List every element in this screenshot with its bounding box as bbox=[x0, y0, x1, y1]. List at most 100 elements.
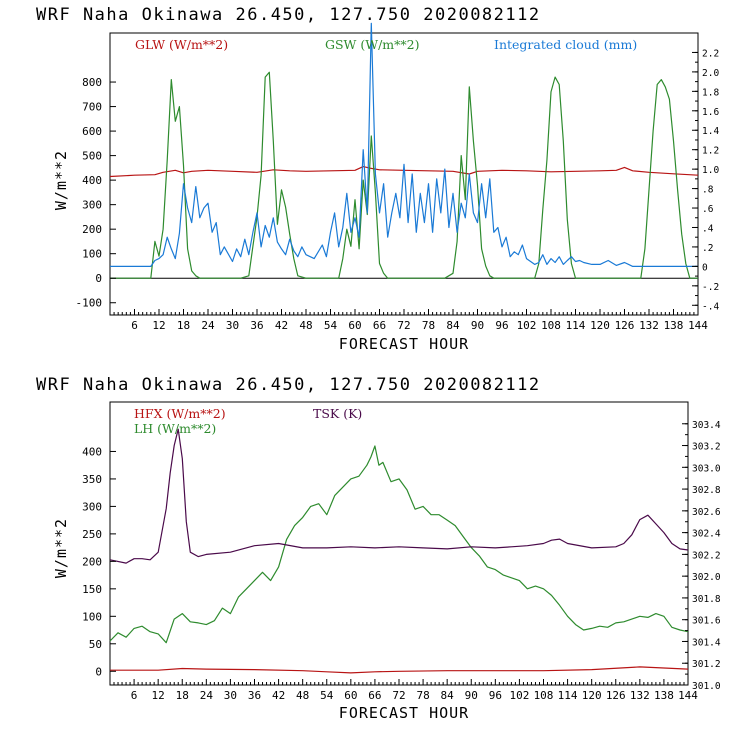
y-tick-label: 50 bbox=[89, 638, 102, 651]
y-axis-label-top: W/m**2 bbox=[52, 150, 70, 210]
panel-top: WRF Naha Okinawa 26.450, 127.750 2020082… bbox=[36, 5, 719, 353]
x-tick-label: 96 bbox=[495, 319, 508, 332]
x-tick-label: 144 bbox=[678, 689, 698, 702]
y2-tick-label: 302.4 bbox=[692, 529, 721, 540]
y-tick-label: -100 bbox=[76, 297, 103, 310]
y-axis-left-bottom: 0 50 100 150 200 250 300 350 400 bbox=[82, 445, 116, 678]
x-tick-label: 144 bbox=[688, 319, 708, 332]
y2-tick-label: .6 bbox=[702, 204, 714, 215]
series-line-integrated bbox=[110, 22, 698, 267]
y2-tick-label: 301.6 bbox=[692, 616, 721, 627]
x-tick-label: 60 bbox=[348, 319, 361, 332]
x-tick-label: 60 bbox=[344, 689, 357, 702]
x-tick-label: 114 bbox=[566, 319, 586, 332]
x-tick-label: 102 bbox=[509, 689, 529, 702]
legend-cloud: Integrated cloud (mm) bbox=[494, 37, 637, 52]
y-tick-label: 600 bbox=[82, 125, 102, 138]
x-tick-label: 138 bbox=[654, 689, 674, 702]
x-tick-label: 132 bbox=[639, 319, 659, 332]
y2-tick-label: 1.4 bbox=[702, 126, 719, 137]
y-tick-label: 700 bbox=[82, 101, 102, 114]
x-tick-label: 12 bbox=[152, 319, 165, 332]
x-tick-label: 18 bbox=[176, 689, 189, 702]
chart-title-top: WRF Naha Okinawa 26.450, 127.750 2020082… bbox=[36, 5, 541, 25]
y2-tick-label: 0 bbox=[702, 262, 708, 273]
x-tick-label: 42 bbox=[275, 319, 288, 332]
legend-tsk: TSK (K) bbox=[313, 406, 362, 421]
x-tick-label: 72 bbox=[397, 319, 410, 332]
x-tick-label: 90 bbox=[471, 319, 484, 332]
y-tick-label: 200 bbox=[82, 555, 102, 568]
y-tick-label: 300 bbox=[82, 199, 102, 212]
y-tick-label: 400 bbox=[82, 445, 102, 458]
x-tick-label: 24 bbox=[201, 319, 215, 332]
y2-tick-label: .8 bbox=[702, 185, 714, 196]
x-tick-label: 72 bbox=[392, 689, 405, 702]
x-axis-bottom: 6 12 18 24 30 36 42 48 54 60 66 72 78 84 90 96 102 108 114… bbox=[109, 679, 698, 702]
series-line-hfx bbox=[110, 666, 689, 674]
y-axis-right-bottom: 301.0 301.2 301.4 301.6 301.8 302.0 302.2 302.4… bbox=[682, 420, 721, 692]
y-tick-label: 200 bbox=[82, 223, 102, 236]
x-axis-label-top: FORECAST HOUR bbox=[339, 335, 469, 353]
x-tick-label: 108 bbox=[541, 319, 561, 332]
y2-tick-label: -.2 bbox=[702, 282, 719, 293]
y2-tick-label: 303.2 bbox=[692, 442, 721, 453]
y2-tick-label: 303.4 bbox=[692, 420, 721, 431]
x-tick-label: 78 bbox=[416, 689, 429, 702]
y-tick-label: 150 bbox=[82, 583, 102, 596]
y2-tick-label: 302.6 bbox=[692, 507, 721, 518]
y-tick-label: 100 bbox=[82, 248, 102, 261]
series-line-gsw bbox=[110, 71, 698, 279]
y2-tick-label: 301.2 bbox=[692, 659, 721, 670]
y2-tick-label: 301.0 bbox=[692, 681, 721, 692]
y2-tick-label: 302.2 bbox=[692, 550, 721, 561]
x-tick-label: 36 bbox=[250, 319, 263, 332]
y2-tick-label: 1.2 bbox=[702, 146, 719, 157]
legend-hfx: HFX (W/m**2) bbox=[134, 406, 226, 421]
y2-tick-label: .4 bbox=[702, 223, 714, 234]
x-tick-label: 102 bbox=[517, 319, 537, 332]
y-tick-label: 800 bbox=[82, 76, 102, 89]
x-tick-label: 126 bbox=[606, 689, 626, 702]
y-tick-label: 0 bbox=[95, 272, 102, 285]
x-axis-label-bottom: FORECAST HOUR bbox=[339, 704, 469, 722]
y2-tick-label: 301.4 bbox=[692, 637, 721, 648]
legend-gsw: GSW (W/m**2) bbox=[325, 37, 420, 52]
x-axis-top: 6 12 18 24 30 36 42 48 54 60 66 72 78 84 90 96 102 108 114… bbox=[109, 309, 708, 332]
series-line-tsk bbox=[109, 428, 689, 564]
y2-tick-label: 1.0 bbox=[702, 165, 719, 176]
x-tick-label: 78 bbox=[422, 319, 435, 332]
y2-tick-label: 302.0 bbox=[692, 572, 721, 583]
x-tick-label: 6 bbox=[131, 319, 138, 332]
x-tick-label: 96 bbox=[489, 689, 502, 702]
y-tick-label: 300 bbox=[82, 500, 102, 513]
x-tick-label: 30 bbox=[226, 319, 239, 332]
x-tick-label: 48 bbox=[296, 689, 309, 702]
y2-tick-label: .2 bbox=[702, 243, 713, 254]
y-tick-label: 100 bbox=[82, 610, 102, 623]
y2-tick-label: 301.8 bbox=[692, 594, 721, 605]
x-tick-label: 132 bbox=[630, 689, 650, 702]
x-tick-label: 66 bbox=[373, 319, 386, 332]
y2-tick-label: 2.2 bbox=[702, 48, 719, 59]
x-tick-label: 120 bbox=[590, 319, 610, 332]
plot-frame-bottom bbox=[109, 401, 689, 686]
series-line-lh bbox=[109, 445, 689, 644]
x-tick-label: 120 bbox=[582, 689, 602, 702]
legend-lh: LH (W/m**2) bbox=[134, 421, 216, 436]
x-tick-label: 54 bbox=[320, 689, 334, 702]
x-tick-label: 108 bbox=[534, 689, 554, 702]
y2-tick-label: 303.0 bbox=[692, 463, 721, 474]
x-tick-label: 6 bbox=[131, 689, 138, 702]
x-tick-label: 138 bbox=[664, 319, 684, 332]
chart-title-bottom: WRF Naha Okinawa 26.450, 127.750 2020082… bbox=[36, 375, 541, 395]
x-tick-label: 126 bbox=[615, 319, 635, 332]
y2-tick-label: 1.8 bbox=[702, 87, 719, 98]
x-tick-label: 48 bbox=[299, 319, 312, 332]
y-tick-label: 500 bbox=[82, 150, 102, 163]
y-axis-left-top: -100 0 100 200 300 400 500 600 700 800 bbox=[76, 76, 116, 310]
x-tick-label: 42 bbox=[272, 689, 285, 702]
y2-tick-label: 302.8 bbox=[692, 485, 721, 496]
